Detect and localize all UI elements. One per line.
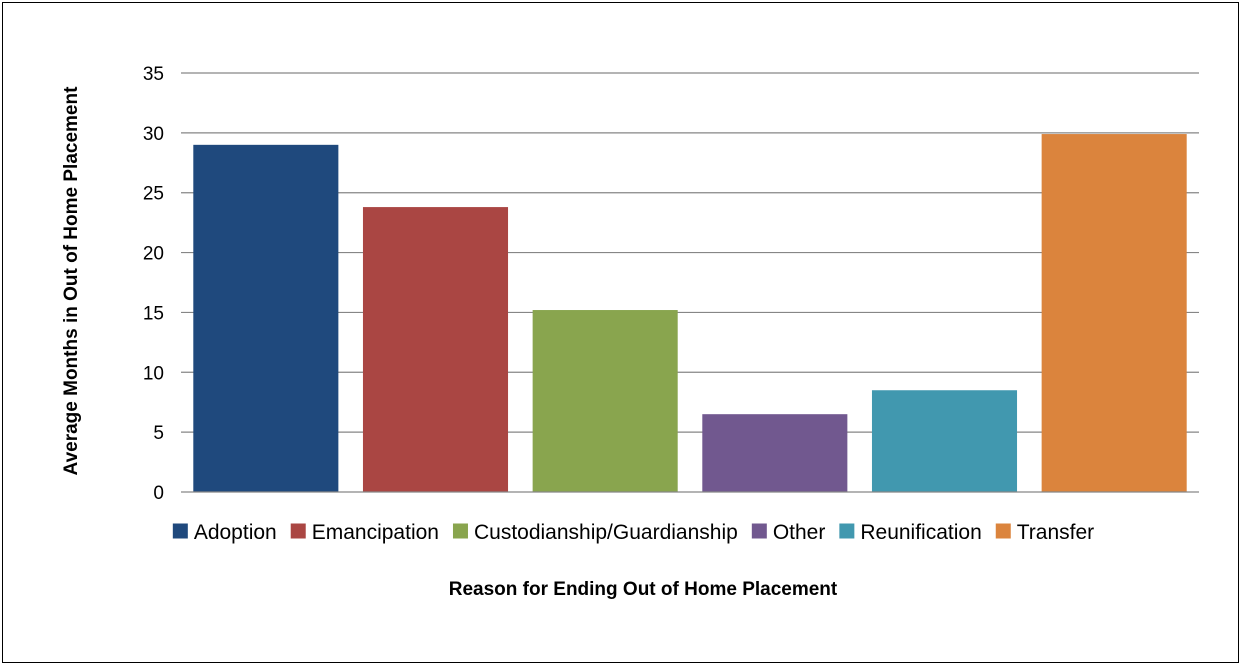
legend-swatch	[839, 523, 855, 539]
legend-item: Transfer	[995, 521, 1094, 544]
y-axis-title: Average Months in Out of Home Placement	[61, 86, 82, 476]
bars	[193, 134, 1187, 493]
y-axis-ticks: 0 5 10 15 20 25 30 35	[143, 64, 164, 504]
y-tick-label: 10	[143, 363, 164, 384]
legend-label: Adoption	[194, 521, 277, 544]
legend-swatch	[995, 523, 1011, 539]
bar-adoption	[193, 144, 339, 493]
legend-item: Reunification	[839, 521, 982, 544]
legend-label: Reunification	[860, 521, 981, 544]
y-tick-label: 0	[153, 483, 164, 504]
y-tick-label: 25	[143, 184, 164, 205]
bar-reunification	[871, 390, 1018, 492]
y-tick-label: 35	[143, 64, 164, 85]
y-tick-label: 5	[153, 423, 164, 444]
y-tick-label: 15	[143, 303, 164, 324]
legend: Adoption Emancipation Custodianship/Guardi…	[172, 521, 1094, 544]
legend-swatch	[172, 523, 188, 539]
legend-item: Other	[751, 521, 826, 544]
x-axis-title: Reason for Ending Out of Home Placement	[449, 579, 838, 600]
legend-swatch	[751, 523, 767, 539]
legend-label: Emancipation	[312, 521, 439, 544]
legend-item: Adoption	[172, 521, 277, 544]
bar-custodianship-guardianship	[532, 310, 678, 492]
legend-item: Custodianship/Guardianship	[452, 521, 738, 544]
gridlines	[181, 72, 1199, 433]
bar-other	[702, 414, 848, 492]
bar-emancipation	[362, 207, 509, 492]
legend-swatch	[452, 523, 468, 539]
legend-label: Transfer	[1017, 521, 1094, 544]
legend-item: Emancipation	[290, 521, 439, 544]
legend-label: Custodianship/Guardianship	[474, 521, 738, 544]
bar-chart: 0 5 10 15 20 25 30 35 Adoption Emancipation Custo…	[61, 64, 1199, 600]
legend-label: Other	[773, 521, 826, 544]
y-tick-label: 30	[143, 124, 164, 145]
legend-swatch	[290, 523, 306, 539]
bar-transfer	[1041, 134, 1187, 492]
y-tick-label: 20	[143, 244, 164, 265]
